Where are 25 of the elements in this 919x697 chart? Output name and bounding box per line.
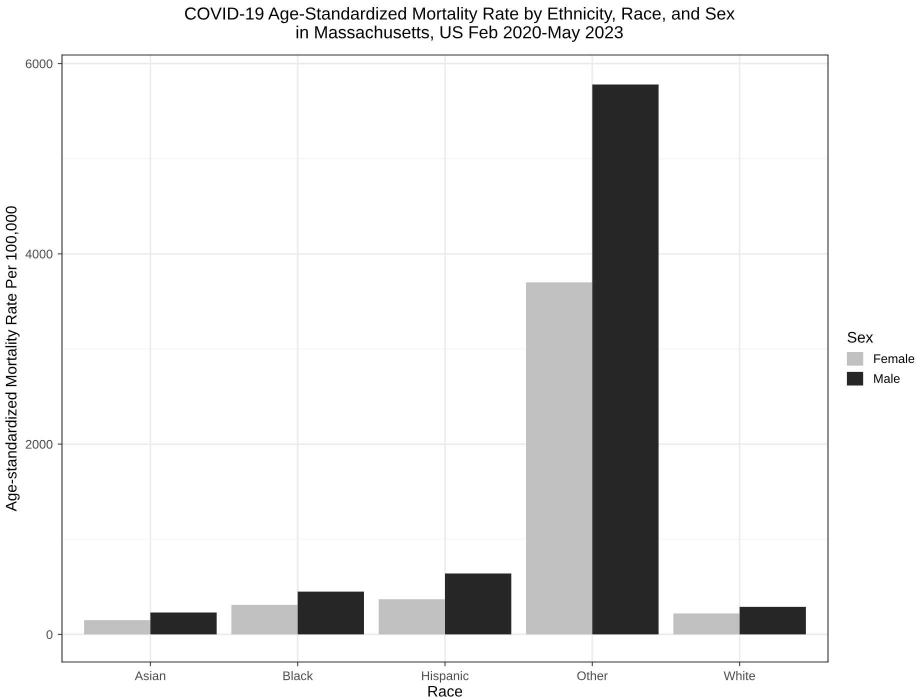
y-tick-label: 4000 bbox=[25, 250, 52, 258]
bar bbox=[378, 599, 445, 634]
y-tick-label: 6000 bbox=[26, 59, 52, 68]
bar bbox=[526, 282, 592, 634]
y-axis-title: Age-standardized Mortality Rate Per 100,000 bbox=[5, 206, 20, 512]
bar bbox=[231, 604, 298, 634]
legend-label: Male bbox=[874, 374, 900, 383]
bar bbox=[445, 574, 512, 634]
x-tick-label: White bbox=[724, 671, 756, 680]
x-axis-title: Race bbox=[428, 686, 462, 697]
legend-label: Female bbox=[874, 354, 914, 364]
x-tick-label: Hispanic bbox=[422, 671, 469, 683]
chart-title: COVID-19 Age-Standardized Mortality Rate by Ethnicity, Race, and Sex in Massachusetts, US Feb 2020-May 2023 bbox=[185, 6, 735, 42]
bar bbox=[84, 620, 150, 634]
bar bbox=[592, 84, 659, 634]
bar bbox=[298, 592, 364, 634]
y-tick-label: 2000 bbox=[26, 440, 52, 449]
x-tick-label: Asian bbox=[134, 671, 166, 680]
bar bbox=[150, 612, 217, 634]
legend-title: Sex bbox=[848, 332, 874, 343]
x-tick-label: Other bbox=[577, 671, 608, 680]
y-tick-label: 0 bbox=[46, 630, 52, 640]
bar bbox=[740, 606, 806, 634]
x-tick-label: Black bbox=[283, 671, 313, 680]
bar bbox=[673, 613, 740, 634]
